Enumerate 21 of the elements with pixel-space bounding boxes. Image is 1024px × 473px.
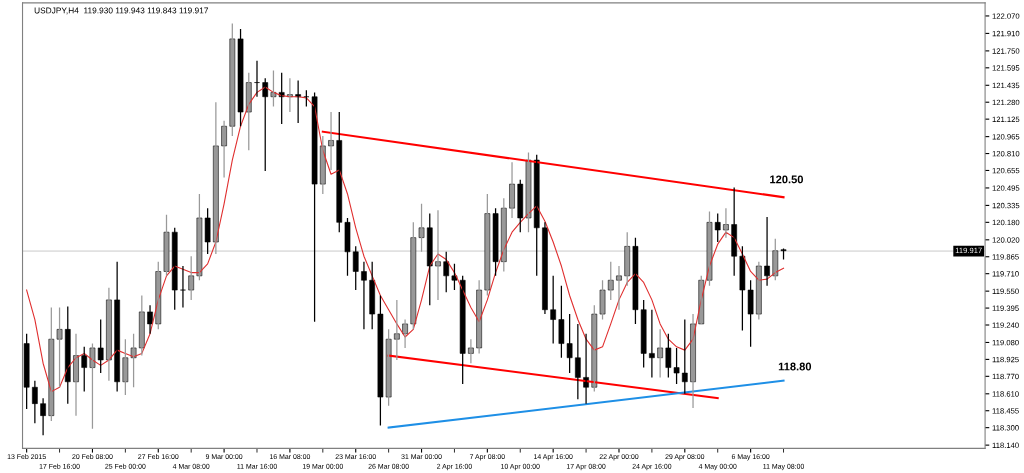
candlestick <box>344 217 351 277</box>
candlestick <box>163 214 170 277</box>
candlestick <box>451 263 458 291</box>
candlestick <box>443 251 450 293</box>
candlestick <box>607 261 614 301</box>
candlestick <box>681 318 688 395</box>
candlestick <box>706 210 713 287</box>
candlestick <box>180 265 186 309</box>
chart-title: USDJPY,H4 119.930 119.943 119.843 119.917 <box>34 7 209 15</box>
candlestick <box>525 151 532 233</box>
candlestick <box>517 179 524 233</box>
candlestick <box>23 333 30 410</box>
candlestick <box>624 231 631 287</box>
candlestick <box>311 91 318 323</box>
candlestick <box>352 245 359 291</box>
candlestick <box>550 275 556 345</box>
candlestick <box>714 212 721 243</box>
annotation: 120.50 <box>770 175 803 184</box>
annotation: 118.80 <box>778 362 812 371</box>
candlestick <box>188 255 195 301</box>
candlestick <box>459 275 466 385</box>
